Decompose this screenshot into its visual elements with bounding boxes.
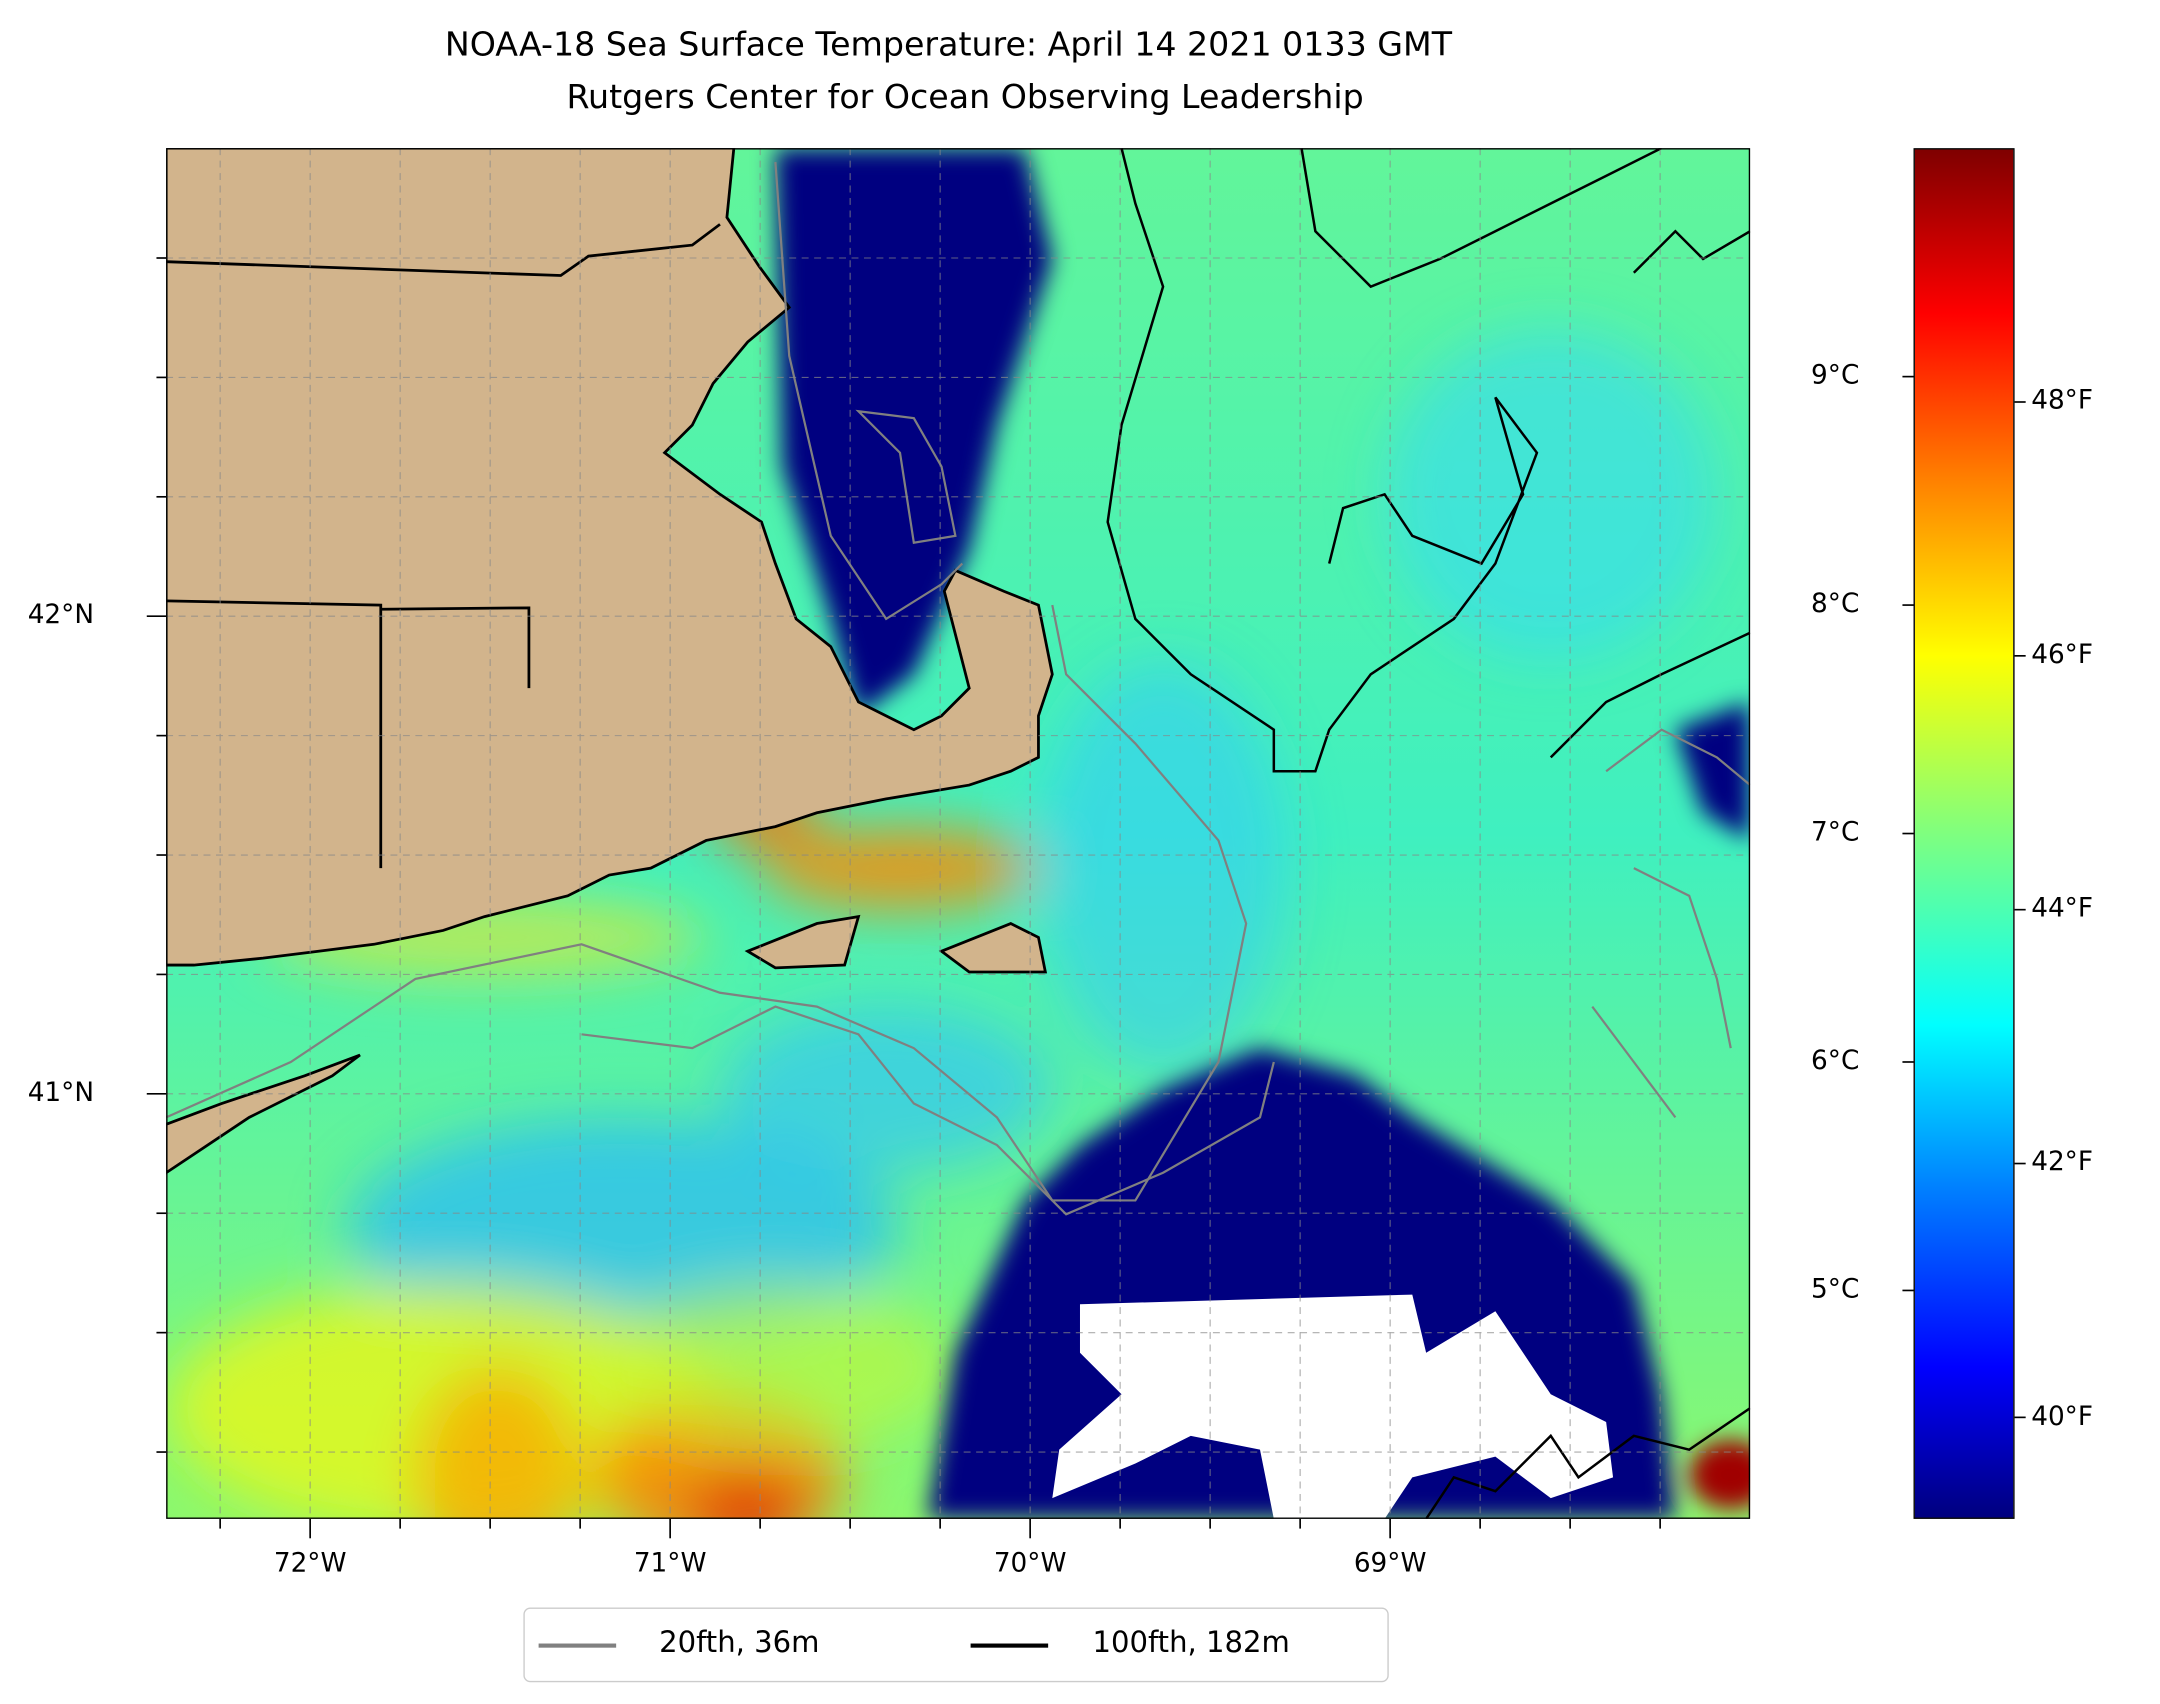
legend-label-20fth: 20fth, 36m [659, 1625, 820, 1659]
gridlines [166, 148, 1751, 1519]
colorbar-label-celsius: 8°C [1811, 588, 1860, 619]
y-tick-label: 42°N [27, 599, 95, 631]
isobath-100fth [1106, 148, 1751, 1519]
x-tick-label: 70°W [993, 1547, 1067, 1579]
y-tick-label: 41°N [27, 1077, 95, 1108]
colorbar-label-fahrenheit: 40°F [2031, 1400, 2093, 1432]
colorbar-label-celsius: 7°C [1811, 816, 1860, 848]
x-tick-label: 69°W [1353, 1547, 1427, 1579]
colorbar-label-celsius: 9°C [1811, 359, 1860, 391]
colorbar [1913, 148, 2015, 1519]
colorbar-label-fahrenheit: 46°F [2031, 639, 2093, 670]
sst-map [166, 148, 1751, 1519]
map-canvas [166, 148, 1751, 1519]
colorbar-label-celsius: 5°C [1811, 1273, 1860, 1305]
colorbar-label-celsius: 6°C [1811, 1045, 1860, 1076]
state-border [166, 599, 531, 869]
state-border [166, 223, 721, 277]
cloud-mask [1052, 1294, 1614, 1519]
isobath-20fth [166, 161, 1751, 1216]
land [166, 148, 1054, 1175]
x-tick-label: 71°W [633, 1547, 707, 1579]
colorbar-label-fahrenheit: 44°F [2031, 893, 2093, 924]
colorbar-label-fahrenheit: 42°F [2031, 1146, 2093, 1178]
x-tick-label: 72°W [273, 1547, 347, 1579]
legend-swatch-100fth [970, 1643, 1049, 1648]
legend-label-100fth: 100fth, 182m [1092, 1625, 1290, 1659]
colorbar-label-fahrenheit: 48°F [2031, 385, 2093, 416]
legend: 20fth, 36m 100fth, 182m [523, 1607, 1389, 1683]
chart-title: NOAA-18 Sea Surface Temperature: April 1… [444, 24, 1453, 64]
legend-swatch-20fth [538, 1643, 617, 1648]
chart-subtitle: Rutgers Center for Ocean Observing Leade… [566, 77, 1364, 117]
